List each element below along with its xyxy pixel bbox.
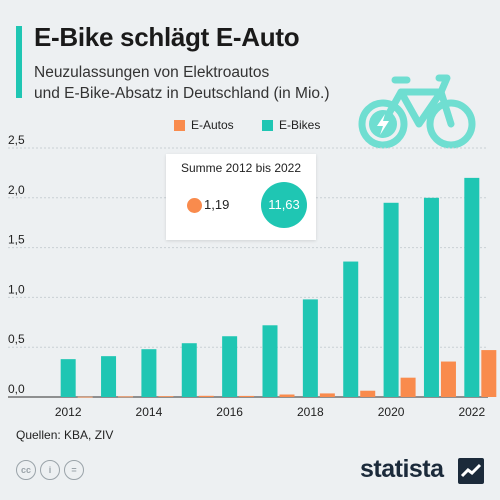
bar-eautos-2018 bbox=[319, 393, 335, 397]
y-tick-label: 2,5 bbox=[8, 133, 25, 147]
summary-title: Summe 2012 bis 2022 bbox=[180, 161, 302, 175]
summary-bikes-circle bbox=[261, 182, 307, 228]
bar-eautos-2017 bbox=[279, 394, 295, 397]
x-tick-label: 2012 bbox=[55, 405, 82, 419]
y-tick-label: 1,5 bbox=[8, 233, 25, 247]
ebike-icon bbox=[358, 74, 476, 149]
legend-label-autos: E-Autos bbox=[191, 118, 234, 132]
x-tick-label: 2022 bbox=[458, 405, 485, 419]
license-icons: cc i = bbox=[16, 460, 84, 480]
bar-eautos-2016 bbox=[239, 395, 255, 397]
bar-ebikes-2019 bbox=[343, 261, 359, 397]
chart-subtitle: Neuzulassungen von Elektroautos und E-Bi… bbox=[34, 62, 364, 104]
bar-ebikes-2015 bbox=[181, 343, 197, 397]
summary-autos-dot bbox=[187, 198, 202, 213]
bar-ebikes-2021 bbox=[423, 197, 439, 397]
bar-eautos-2015 bbox=[198, 395, 214, 397]
bar-ebikes-2014 bbox=[141, 349, 157, 397]
title-accent-bar bbox=[16, 26, 22, 98]
summary-box: Summe 2012 bis 2022 1,19 11,63 bbox=[166, 154, 316, 240]
summary-autos-value: 1,19 bbox=[204, 197, 230, 212]
x-tick-label: 2014 bbox=[136, 405, 163, 419]
bar-ebikes-2020 bbox=[383, 202, 399, 397]
bar-eautos-2012 bbox=[77, 396, 93, 398]
summary-bikes-value: 11,63 bbox=[268, 197, 300, 212]
bar-ebikes-2012 bbox=[60, 359, 76, 397]
bar-ebikes-2013 bbox=[101, 356, 117, 397]
bar-ebikes-2016 bbox=[222, 336, 238, 397]
x-tick-label: 2016 bbox=[216, 405, 243, 419]
bar-chart: 0,0 0,5 1,0 1,5 2,0 2,5 2012 2014 2016 2018 2020 20… bbox=[8, 133, 497, 419]
chart-legend: E-Autos E-Bikes bbox=[0, 118, 500, 138]
bar-eautos-2020 bbox=[400, 377, 416, 397]
bar-eautos-2014 bbox=[158, 396, 174, 398]
subtitle-line-1: Neuzulassungen von Elektroautos bbox=[34, 64, 270, 81]
person-icon[interactable]: i bbox=[40, 460, 60, 480]
legend-swatch-bikes bbox=[262, 119, 273, 131]
bar-eautos-2021 bbox=[440, 361, 456, 397]
subtitle-line-2: und E-Bike-Absatz in Deutschland (in Mio… bbox=[34, 85, 330, 102]
cc-icon[interactable]: cc bbox=[16, 460, 36, 480]
bar-ebikes-2017 bbox=[262, 325, 278, 397]
statista-logo-icon[interactable] bbox=[458, 458, 484, 484]
bar-ebikes-2018 bbox=[302, 299, 318, 397]
bar-eautos-2022 bbox=[481, 350, 497, 397]
y-tick-label: 0,0 bbox=[8, 382, 25, 396]
bar-ebikes-2022 bbox=[464, 177, 480, 397]
legend-swatch-autos bbox=[174, 119, 185, 131]
bar-eautos-2013 bbox=[118, 396, 134, 398]
y-tick-label: 0,5 bbox=[8, 332, 25, 346]
x-tick-label: 2018 bbox=[297, 405, 324, 419]
source-note: Quellen: KBA, ZIV bbox=[16, 428, 114, 442]
equals-icon[interactable]: = bbox=[64, 460, 84, 480]
brand-logo-text[interactable]: statista bbox=[360, 455, 444, 483]
chart-title: E-Bike schlägt E-Auto bbox=[34, 22, 300, 52]
bar-eautos-2019 bbox=[360, 390, 376, 397]
legend-item-bikes: E-Bikes bbox=[262, 118, 320, 132]
y-tick-label: 2,0 bbox=[8, 183, 25, 197]
y-tick-label: 1,0 bbox=[8, 282, 25, 296]
x-tick-label: 2020 bbox=[378, 405, 405, 419]
legend-label-bikes: E-Bikes bbox=[279, 118, 321, 132]
legend-item-autos: E-Autos bbox=[174, 118, 234, 132]
